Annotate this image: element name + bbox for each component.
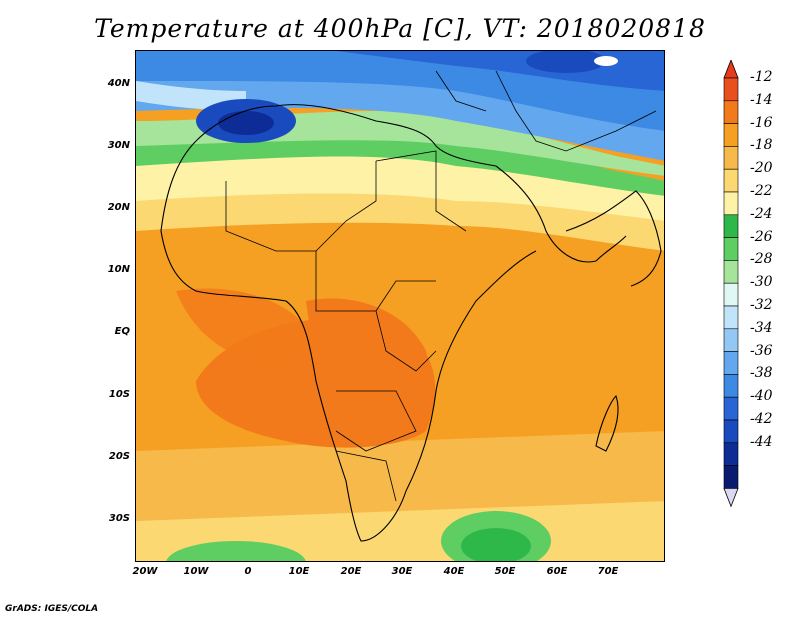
- lat-tick-40n: 40N: [107, 78, 130, 89]
- border-congo: [375, 310, 437, 372]
- lon-tick-30e: 30E: [391, 566, 413, 577]
- field-green-core-east: [461, 528, 531, 561]
- colorbar-swatch: [723, 396, 739, 421]
- colorbar-swatch: [723, 419, 739, 444]
- lon-tick-10w: 10W: [183, 566, 209, 577]
- colorbar-swatch: [723, 442, 739, 466]
- lon-tick-10e: 10E: [288, 566, 310, 577]
- colorbar-top-arrow: [723, 58, 739, 79]
- colorbar-label: -26: [750, 228, 773, 245]
- colorbar-swatch: [723, 168, 739, 193]
- border-europe: [435, 70, 487, 112]
- colorbar-label: -14: [750, 91, 773, 108]
- lon-tick-20e: 20E: [340, 566, 362, 577]
- lat-tick-20n: 20N: [107, 202, 130, 213]
- colorbar-swatch: [723, 191, 739, 216]
- temperature-field: [136, 51, 664, 561]
- colorbar-swatch: [723, 305, 739, 330]
- colorbar-label: -28: [750, 251, 773, 268]
- colorbar-label: -16: [750, 114, 773, 131]
- colorbar-label: -24: [750, 205, 773, 222]
- coast-madagascar: [595, 394, 619, 452]
- colorbar-swatch: [723, 351, 739, 375]
- colorbar-swatch: [723, 465, 739, 489]
- lat-tick-30n: 30N: [107, 140, 130, 151]
- colorbar-swatch: [723, 214, 739, 238]
- lon-tick-50e: 50E: [494, 566, 516, 577]
- lon-tick-0: 0: [244, 566, 252, 577]
- footer-credit: GrADS: IGES/COLA: [5, 604, 99, 614]
- field-warm-lobe: [176, 288, 316, 371]
- field-cold-core-nw-inner: [218, 111, 274, 135]
- field-warm-core-central: [306, 298, 429, 436]
- colorbar-swatch: [723, 328, 739, 352]
- colorbar-label: -34: [750, 319, 773, 336]
- colorbar-swatches: [723, 58, 739, 508]
- chart-title: Temperature at 400hPa [C], VT: 201802081…: [94, 14, 706, 43]
- colorbar-label: -38: [750, 365, 773, 382]
- coast-africa-outline: [160, 140, 537, 542]
- colorbar-swatch: [723, 374, 739, 398]
- colorbar-swatch: [723, 77, 739, 102]
- lon-tick-60e: 60E: [546, 566, 568, 577]
- colorbar-label: -44: [750, 433, 773, 450]
- colorbar-swatch: [723, 146, 739, 170]
- colorbar-label: -30: [750, 274, 773, 291]
- lon-tick-70e: 70E: [597, 566, 619, 577]
- lon-tick-40e: 40E: [443, 566, 465, 577]
- colorbar-label: -32: [750, 297, 773, 313]
- coast-north-africa: [195, 104, 627, 263]
- coastlines: [160, 104, 662, 542]
- border-south-central: [335, 390, 417, 452]
- field-green-patch-west: [166, 541, 306, 561]
- country-borders: [225, 70, 657, 502]
- lon-tick-20w: 20W: [132, 566, 158, 577]
- colorbar-label: -20: [750, 160, 773, 177]
- colorbar-bottom-arrow: [723, 487, 739, 508]
- lat-tick-20s: 20S: [108, 451, 130, 462]
- border-egypt-sudan: [375, 150, 467, 232]
- colorbar-swatch: [723, 123, 739, 147]
- border-south: [335, 450, 397, 502]
- colorbar-label: -40: [750, 388, 773, 405]
- lat-tick-30s: 30S: [108, 513, 130, 524]
- colorbar-label: -12: [750, 69, 773, 85]
- colorbar-swatch: [723, 260, 739, 284]
- colorbar-swatch: [723, 282, 739, 307]
- field-cold-core-ne: [526, 51, 606, 73]
- lat-tick-10s: 10S: [108, 389, 130, 400]
- colorbar-swatch: [723, 100, 739, 124]
- colorbar-swatch: [723, 237, 739, 261]
- coast-india: [565, 190, 662, 287]
- lat-tick-10n: 10N: [107, 264, 130, 275]
- border-middle-east: [495, 70, 657, 152]
- colorbar-label: -42: [750, 411, 773, 427]
- lat-tick-eq: EQ: [114, 326, 130, 337]
- colorbar: -12 -14 -16 -18 -20 -22 -24 -26 -28 -30 -32 -34 -36 -…: [720, 58, 800, 560]
- colorbar-label: -22: [750, 183, 773, 199]
- colorbar-label: -18: [750, 137, 773, 154]
- field-cold-core-ne-white: [594, 56, 618, 66]
- map-plot-area: [135, 50, 665, 562]
- colorbar-label: -36: [750, 342, 773, 359]
